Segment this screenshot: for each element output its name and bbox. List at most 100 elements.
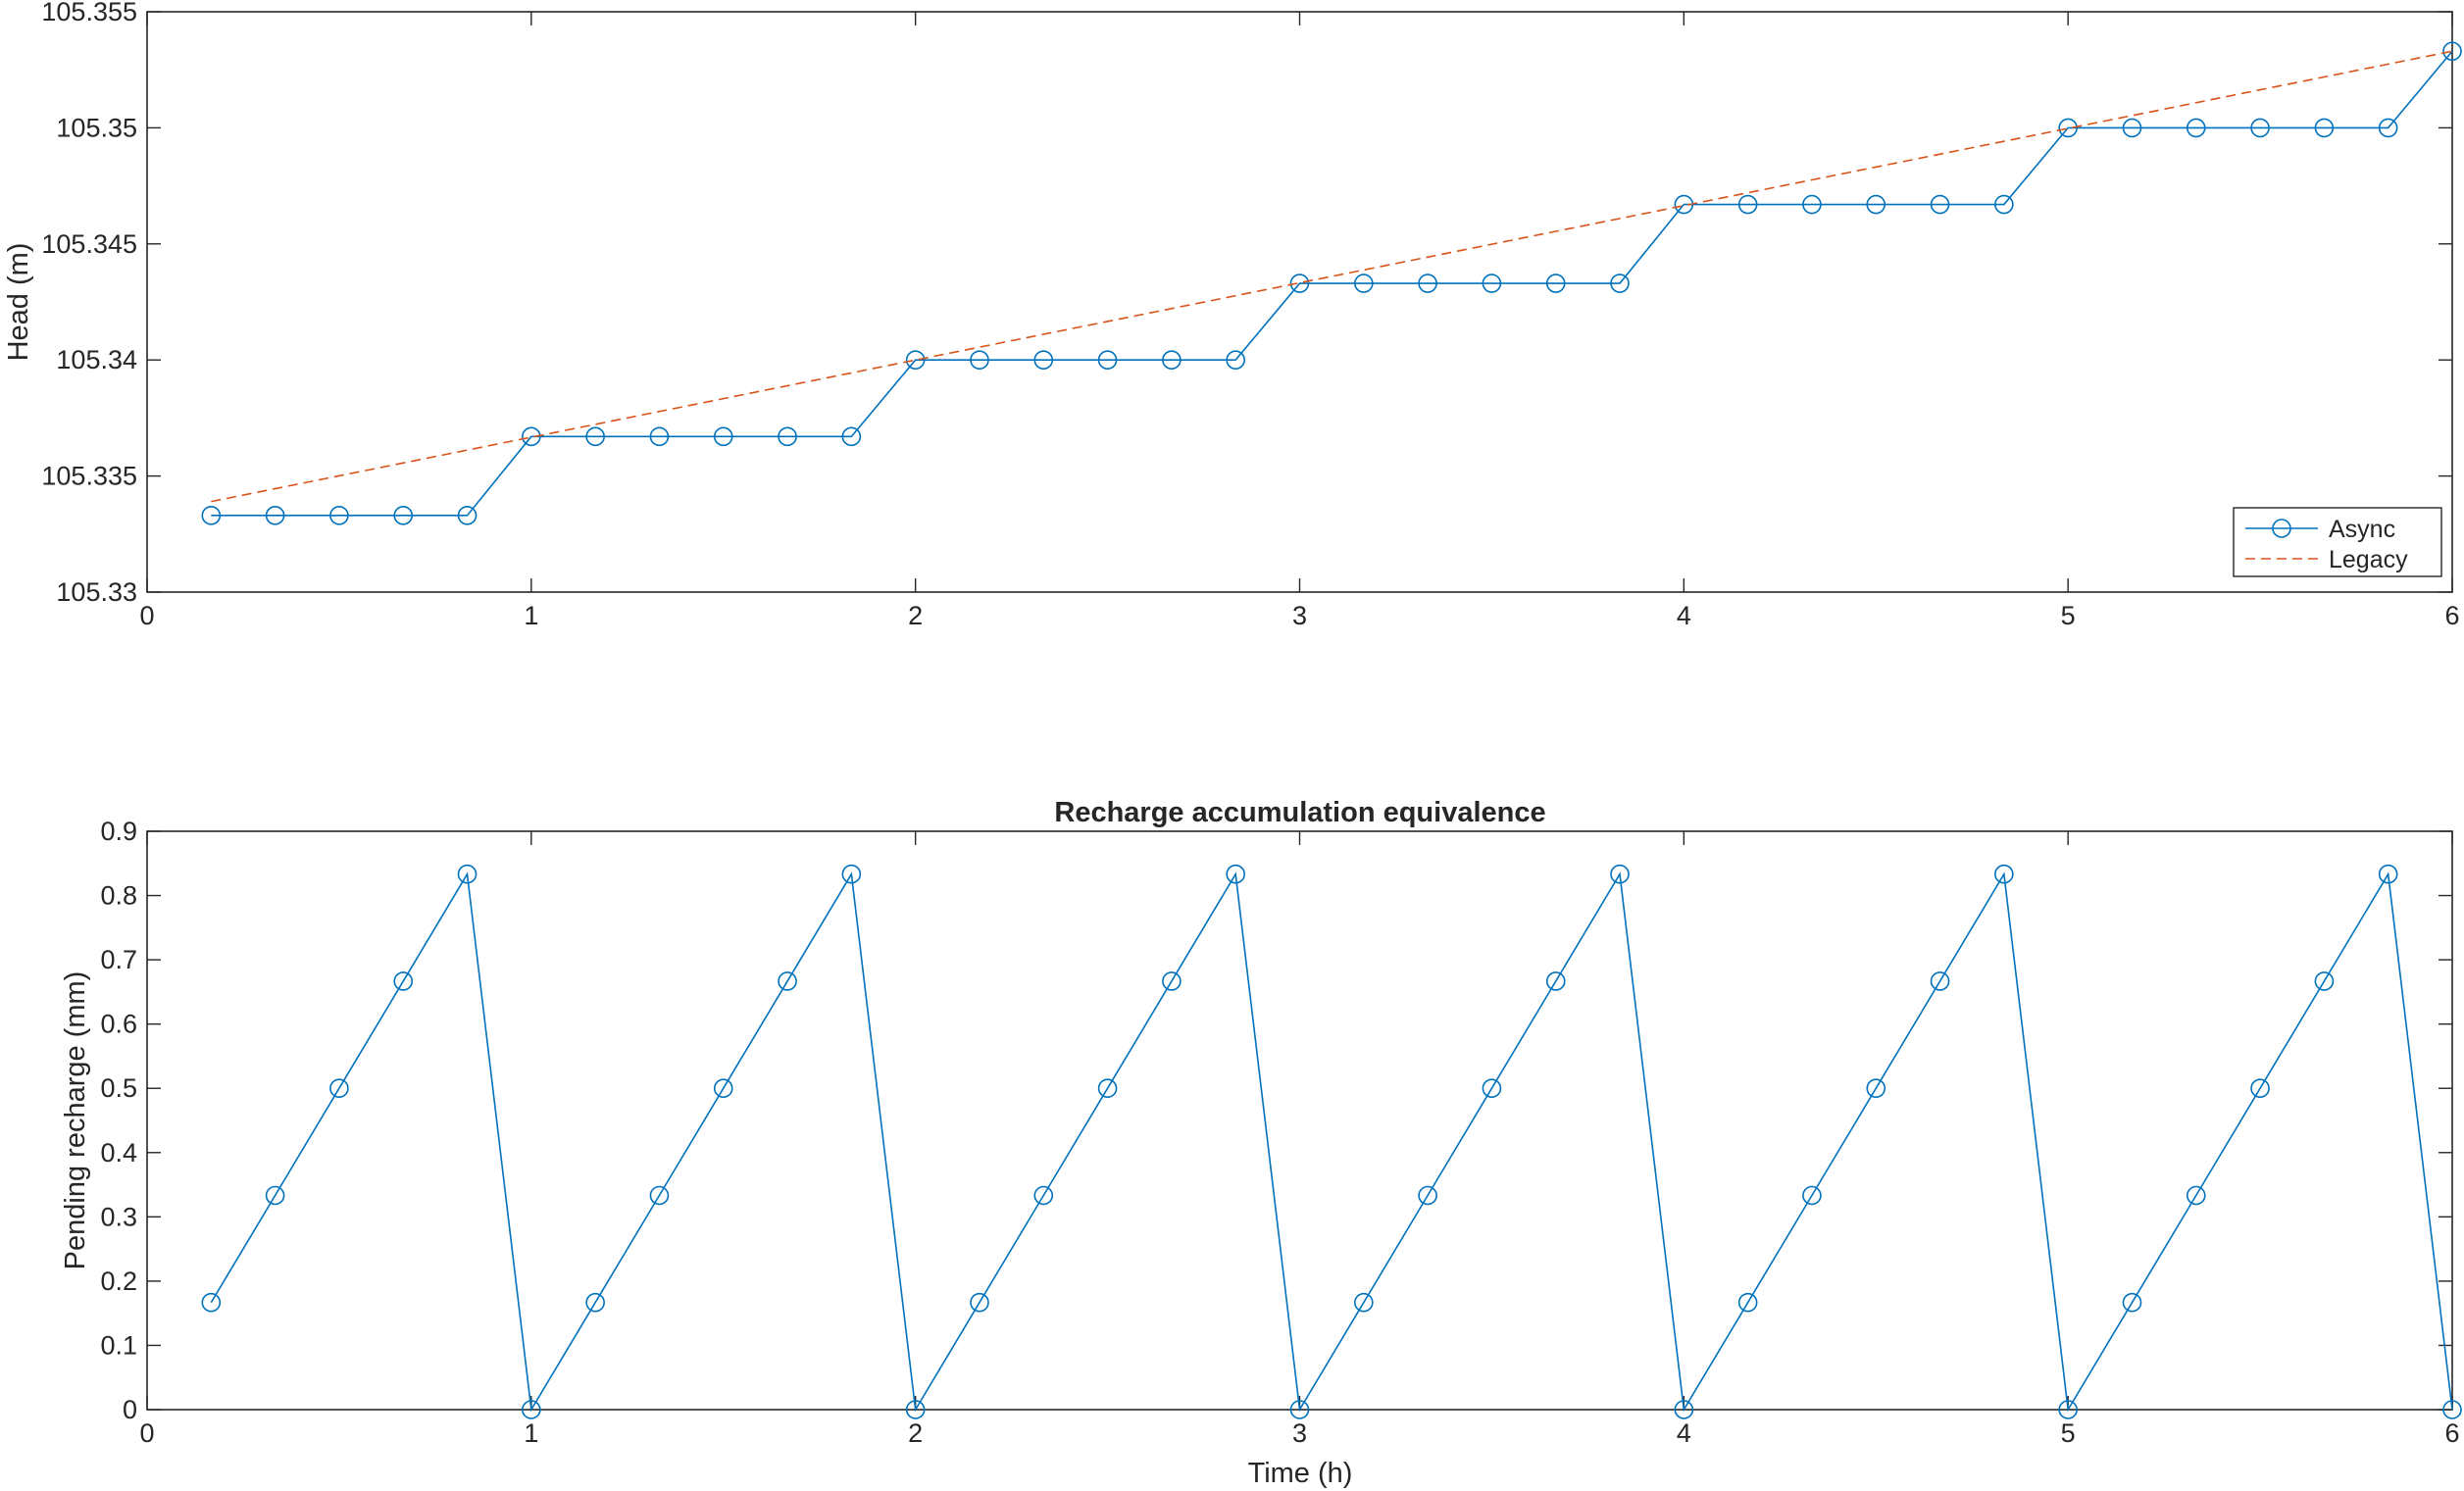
recharge-data-point (2378, 864, 2398, 884)
head-x-tick-label: 6 (2444, 601, 2459, 630)
head-x-tick-label: 0 (139, 601, 154, 630)
async-data-point (1033, 350, 1054, 371)
recharge-data-point (1930, 971, 1950, 991)
recharge-data-point (1418, 1185, 1437, 1206)
head-x-tick-label: 1 (524, 601, 538, 630)
recharge-data-point (1545, 971, 1566, 991)
recharge-chart-title: Recharge accumulation equivalence (1054, 797, 1545, 828)
async-data-point (2058, 118, 2078, 138)
async-data-point (1737, 194, 1758, 215)
async-data-point (393, 506, 414, 525)
recharge-y-tick-label: 0.4 (100, 1138, 137, 1168)
async-series-line (211, 50, 2453, 517)
recharge-y-tick-label: 0.7 (100, 945, 137, 974)
async-data-point (201, 506, 222, 525)
async-data-point (2186, 118, 2206, 138)
legend-legacy-label: Legacy (2329, 546, 2408, 573)
head-series-layer (201, 41, 2462, 525)
recharge-data-point (2186, 1185, 2206, 1206)
async-data-point (2378, 118, 2398, 138)
recharge-data-point (2314, 971, 2335, 991)
recharge-data-point (457, 864, 478, 884)
async-data-point (713, 426, 733, 447)
recharge-y-tick-label: 0.9 (100, 817, 137, 846)
async-data-point (1226, 350, 1245, 371)
head-x-tick-label: 3 (1292, 601, 1307, 630)
recharge-series-line (210, 871, 2453, 1413)
async-data-point (1289, 273, 1310, 293)
async-data-point (1866, 194, 1886, 215)
async-data-point (457, 506, 478, 525)
recharge-data-point (265, 1185, 285, 1206)
async-data-point (2122, 118, 2142, 138)
recharge-data-point (585, 1292, 605, 1313)
recharge-data-point (1097, 1078, 1118, 1099)
async-data-point (1354, 273, 1374, 293)
recharge-data-point (713, 1078, 733, 1099)
head-x-tick-label: 4 (1677, 601, 1691, 630)
recharge-x-tick-label: 4 (1677, 1418, 1691, 1448)
recharge-y-tick-label: 0.3 (100, 1202, 137, 1231)
legend-box (2233, 507, 2442, 577)
recharge-y-axis-label: Pending recharge (mm) (60, 971, 91, 1270)
recharge-y-tick-label: 0.1 (100, 1330, 137, 1360)
recharge-data-point (2442, 1400, 2462, 1419)
recharge-y-tick-label: 0.2 (100, 1267, 137, 1296)
recharge-plot-frame (146, 830, 2453, 1411)
async-data-point (970, 350, 989, 371)
legacy-series-line (211, 50, 2453, 503)
head-y-tick-label: 105.355 (41, 0, 137, 26)
recharge-data-point (1674, 1400, 1694, 1419)
recharge-series-layer (201, 864, 2462, 1419)
async-data-point (1162, 350, 1182, 371)
async-data-point (2314, 118, 2335, 138)
recharge-x-tick-label: 3 (1292, 1418, 1307, 1448)
head-y-tick-label: 105.35 (56, 113, 137, 142)
recharge-data-point (1226, 864, 1245, 884)
recharge-data-point (329, 1078, 349, 1099)
head-x-tick-label: 2 (908, 601, 923, 630)
async-data-point (265, 506, 285, 525)
head-x-ticks: 0 1 2 3 4 5 6 (139, 12, 2460, 630)
async-data-point (1930, 194, 1950, 215)
recharge-x-tick-label: 1 (524, 1418, 538, 1448)
recharge-data-point (1610, 864, 1630, 884)
head-y-tick-label: 105.33 (56, 577, 137, 607)
async-data-point (585, 426, 605, 447)
async-data-point (1545, 273, 1566, 293)
async-data-point (1097, 350, 1118, 371)
recharge-data-point (201, 1292, 222, 1313)
async-data-point (1418, 273, 1437, 293)
recharge-data-point (1737, 1292, 1758, 1313)
recharge-data-point (841, 864, 862, 884)
recharge-x-ticks: 0 1 2 3 4 5 6 (139, 831, 2460, 1448)
recharge-x-tick-label: 5 (2061, 1418, 2076, 1448)
async-data-point (1802, 194, 1822, 215)
head-plot-frame (146, 11, 2453, 593)
recharge-data-point (1162, 971, 1182, 991)
async-data-point (1994, 194, 2014, 215)
recharge-x-axis-label: Time (h) (1248, 1458, 1353, 1489)
recharge-x-tick-label: 6 (2444, 1418, 2459, 1448)
recharge-data-point (2058, 1400, 2078, 1419)
recharge-y-tick-label: 0.6 (100, 1010, 137, 1039)
legend-async-label: Async (2329, 516, 2395, 543)
head-y-tick-label: 105.345 (41, 229, 137, 259)
head-y-tick-label: 105.34 (56, 345, 137, 374)
head-y-axis-label: Head (m) (3, 243, 34, 362)
legend-async-marker (2272, 519, 2291, 538)
async-data-point (649, 426, 670, 447)
head-y-ticks: 105.33 105.335 105.34 105.345 105.35 105.355 (41, 0, 2452, 607)
async-data-point (1610, 273, 1630, 293)
recharge-data-point (1289, 1400, 1310, 1419)
recharge-y-tick-label: 0 (123, 1395, 137, 1424)
async-data-point (905, 350, 926, 371)
recharge-data-point (778, 971, 797, 991)
head-x-tick-label: 5 (2061, 601, 2076, 630)
recharge-data-point (1866, 1078, 1886, 1099)
async-data-point (778, 426, 797, 447)
async-data-point (2442, 41, 2462, 62)
recharge-data-point (1994, 864, 2014, 884)
legend: Async Legacy (2233, 507, 2442, 577)
